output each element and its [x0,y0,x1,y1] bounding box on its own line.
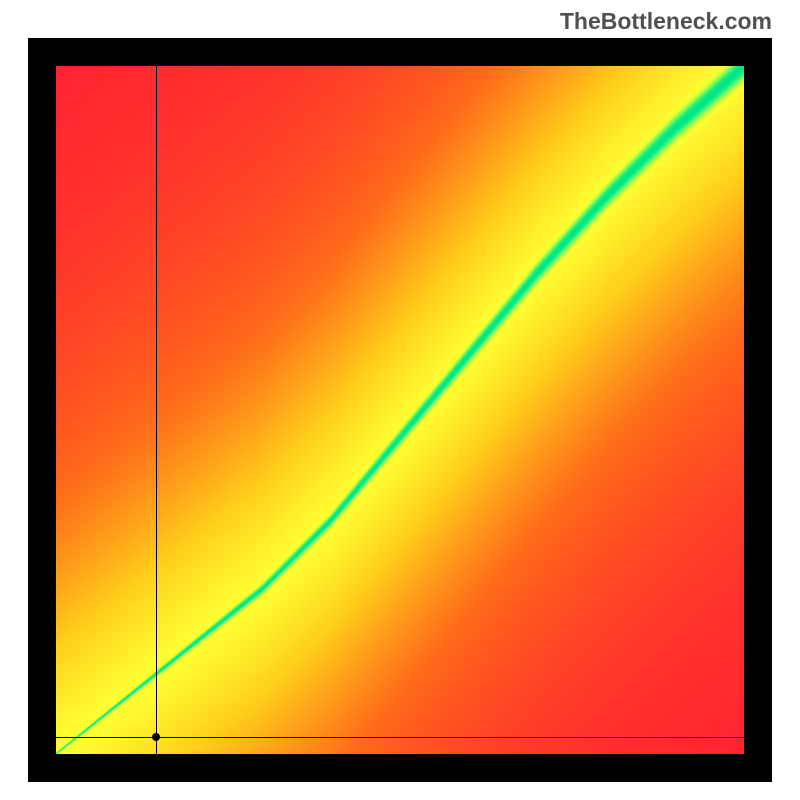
root-container: TheBottleneck.com [0,0,800,800]
heatmap-plot [56,66,744,754]
watermark-text: TheBottleneck.com [560,8,772,35]
heatmap-canvas [56,66,744,754]
marker-point [152,733,160,741]
crosshair-vertical [156,66,157,754]
